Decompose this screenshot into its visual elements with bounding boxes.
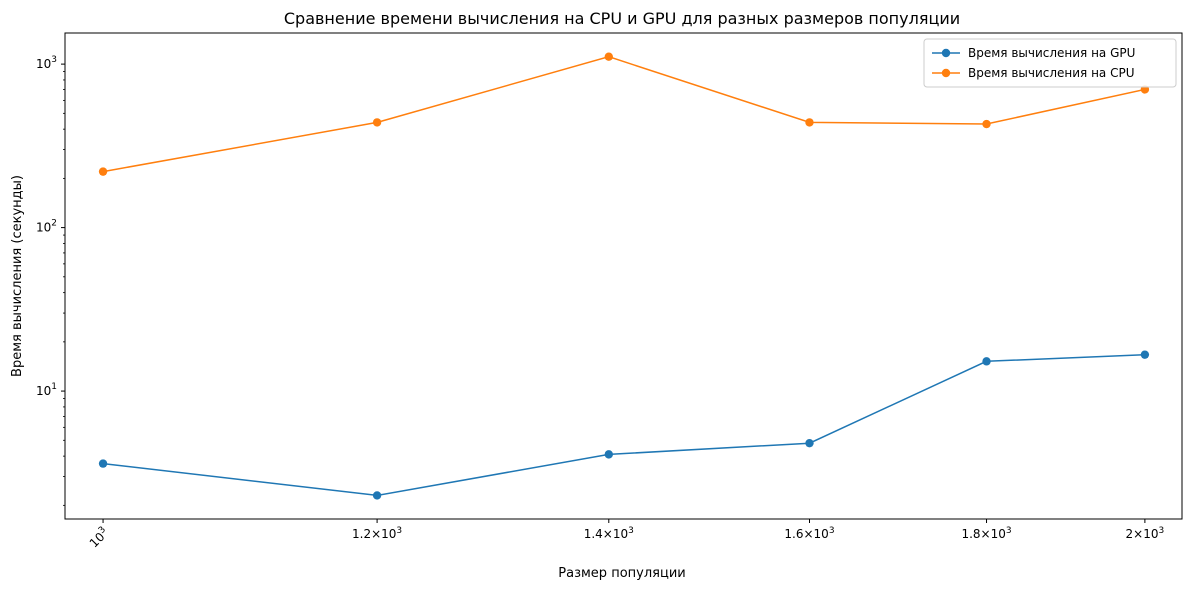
data-point [982,119,991,129]
legend-label: Время вычисления на GPU [968,46,1135,60]
data-point [604,450,613,459]
data-point [372,118,382,127]
y-tick-label: 103 [36,55,57,71]
x-tick-label: 1.6×103 [784,526,834,541]
x-axis-label: Размер популяции [558,566,685,581]
legend-swatch-marker [941,48,951,58]
x-tick-label: 1.4×103 [584,526,634,541]
data-point [982,357,991,366]
data-point [805,438,814,448]
x-tick-label: 1.2×103 [352,526,402,541]
plot-frame [64,32,1183,520]
data-point [98,459,108,468]
y-tick-label: 102 [36,219,57,235]
data-point [98,167,108,176]
data-point [604,52,613,61]
series-line-0 [103,353,1145,497]
legend: Время вычисления на GPU Время вычисления … [923,38,1177,88]
legend-label: Время вычисления на CPU [968,66,1135,80]
x-tick-label: 2×103 [1126,526,1165,541]
series-line-1 [102,55,1146,173]
data-point [1140,350,1150,359]
x-axis: 103 1.2×103 1.4×103 1.6×103 1.8×103 2×103 [86,519,1165,550]
x-tick-label: 103 [86,525,111,550]
y-axis: 101 102 103 [36,55,65,506]
y-tick-label: 101 [36,382,57,398]
data-point [805,118,814,127]
plot-area [98,52,1150,500]
chart-title: Сравнение времени вычисления на CPU и GP… [284,9,960,28]
svg-text:103: 103 [86,525,111,550]
data-point [372,491,382,500]
x-tick-label: 1.8×103 [961,526,1011,541]
legend-frame [923,38,1177,88]
y-axis-label: Время вычисления (секунды) [10,175,25,377]
legend-swatch-marker [941,68,951,78]
